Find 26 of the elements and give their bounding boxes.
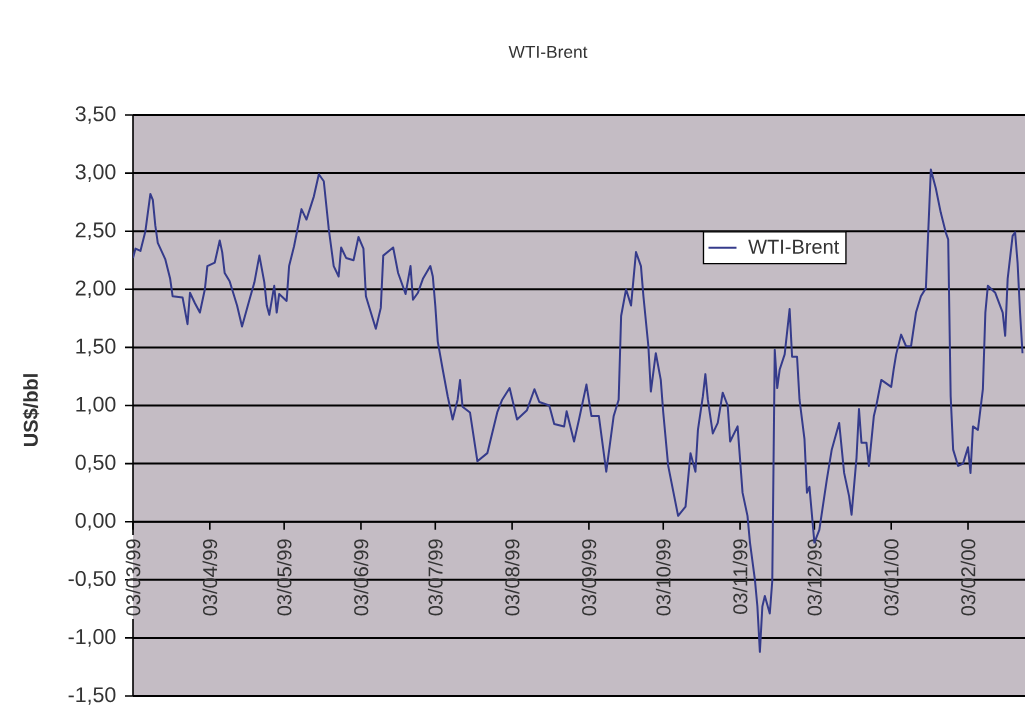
- y-tick-label: 2,00: [75, 280, 116, 299]
- x-tick-label: 03/02/00: [960, 539, 976, 616]
- x-tick-label: 03/08/99: [504, 539, 520, 616]
- x-tick-label: 03/01/00: [883, 539, 899, 616]
- x-tick-label: 03/09/99: [581, 539, 597, 616]
- x-tick-label: 03/05/99: [276, 539, 292, 616]
- y-tick-label: 0,50: [75, 454, 116, 473]
- x-tick-label: 03/03/99: [125, 539, 141, 616]
- y-tick-label: -1,50: [68, 687, 116, 705]
- y-tick-label: -1,00: [68, 629, 116, 647]
- y-tick-label: 1,00: [76, 396, 116, 415]
- x-tick-label: 03/10/99: [655, 539, 671, 616]
- x-tick-label: 03/04/99: [202, 539, 218, 616]
- legend-label: WTI-Brent: [748, 239, 840, 254]
- x-tick-label: 03/06/99: [353, 539, 369, 616]
- y-tick-label: -0,50: [68, 571, 116, 589]
- y-tick-label: 3,00: [75, 164, 116, 182]
- x-tick-label: 03/12/99: [807, 539, 822, 616]
- x-tick-label: 03/07/99: [427, 539, 443, 616]
- y-axis-title: US$/bbl: [22, 374, 40, 447]
- y-tick-label: 2,50: [75, 222, 116, 240]
- chart-title: WTI-Brent: [508, 45, 588, 59]
- y-tick-label: 3,50: [75, 106, 116, 124]
- y-tick-label: 1,50: [76, 338, 116, 357]
- x-tick-label: 03/11/99: [732, 539, 748, 615]
- y-tick-label: 0,00: [75, 512, 116, 531]
